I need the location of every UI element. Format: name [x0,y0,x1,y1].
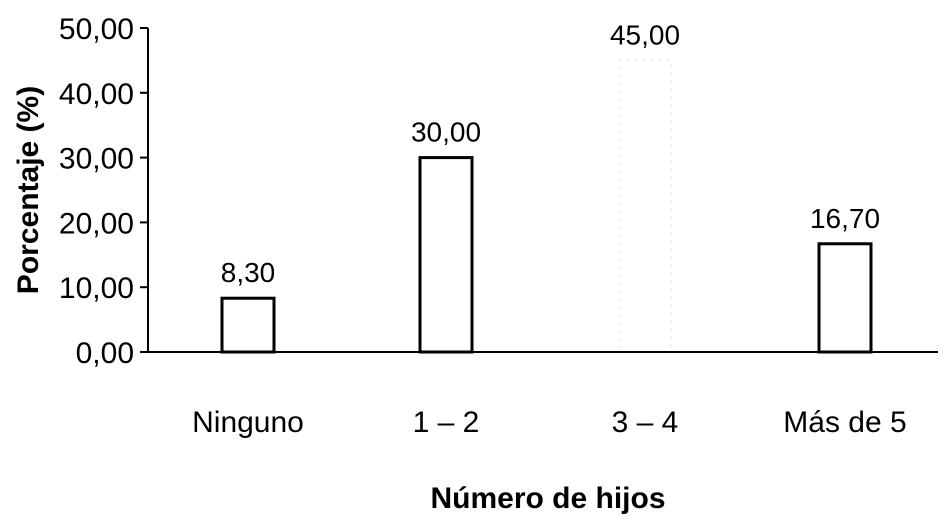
x-axis-title: Número de hijos [430,482,665,515]
y-tick-label: 30,00 [59,143,134,176]
bar-data-label: 30,00 [411,117,481,148]
y-axis-title: Porcentaje (%) [12,86,45,294]
bar [817,242,873,354]
bar-data-label: 16,70 [810,203,880,234]
y-tick-label: 40,00 [59,78,134,111]
x-category-label: 3 – 4 [612,406,679,439]
bar-data-label: 8,30 [221,257,276,288]
y-tick-label: 20,00 [59,207,134,240]
bar [220,296,276,354]
x-category-label: 1 – 2 [413,406,480,439]
x-axis: Ninguno 1 – 2 3 – 4 Más de 5 [148,351,938,439]
x-category-label: Más de 5 [783,406,906,439]
bar-data-label: 45,00 [610,19,680,50]
y-tick-label: 10,00 [59,272,134,305]
y-axis: 0,00 10,00 20,00 30,00 40,00 50,00 [59,13,149,370]
bars: 8,30 30,00 45,00 16,70 [220,19,880,354]
bar [418,156,474,354]
bar [618,59,672,353]
x-category-label: Ninguno [192,406,304,439]
y-tick-label: 50,00 [59,13,134,46]
y-tick-label: 0,00 [76,337,134,370]
